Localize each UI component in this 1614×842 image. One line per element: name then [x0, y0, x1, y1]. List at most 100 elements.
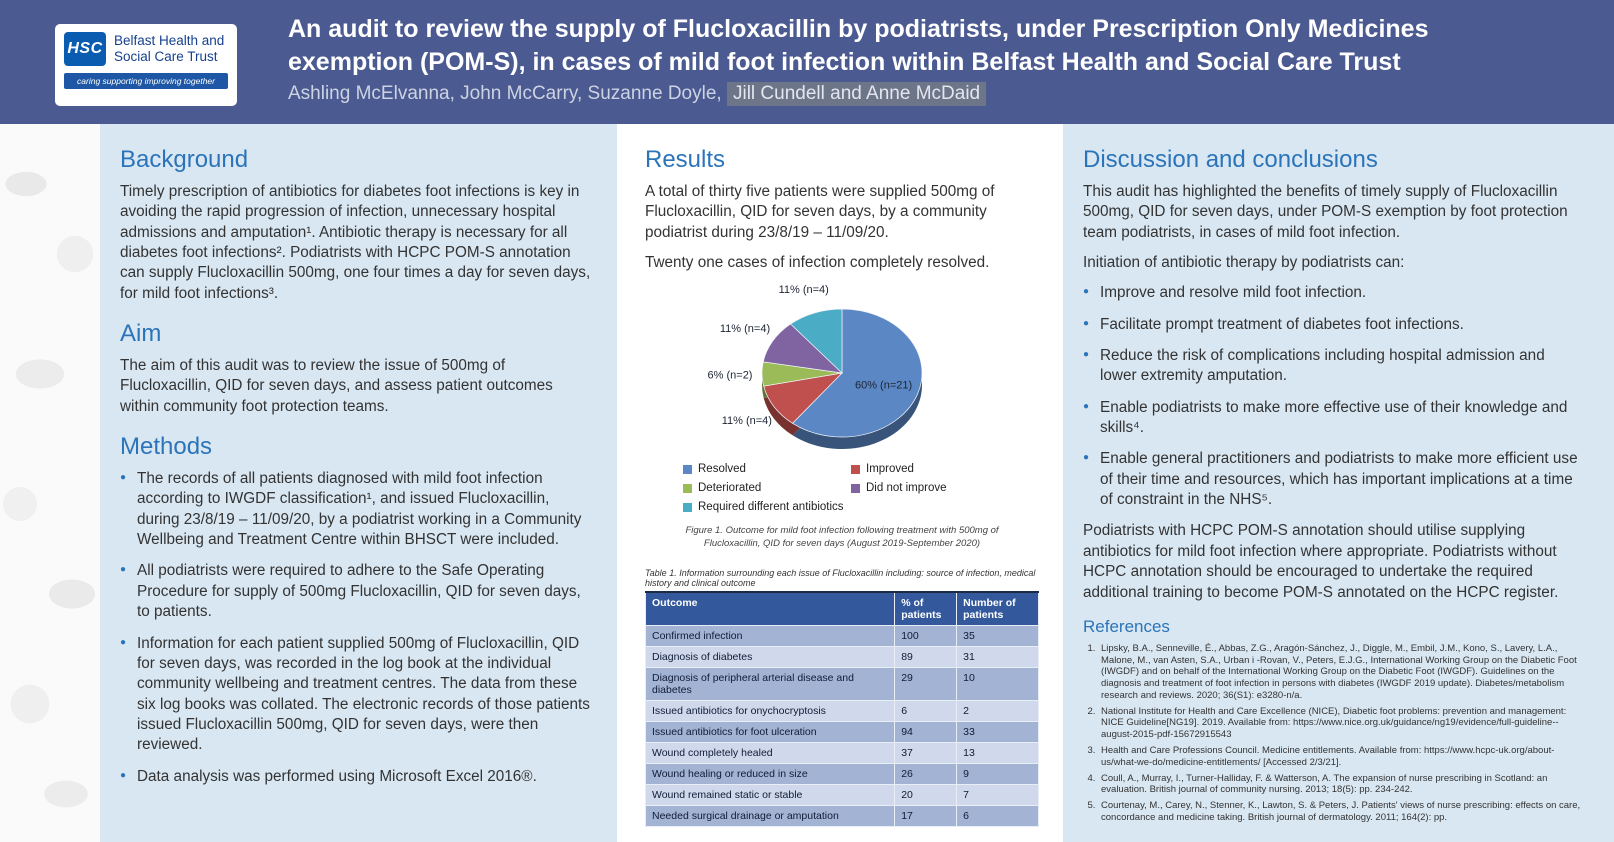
right-column: Discussion and conclusions This audit ha…	[1063, 124, 1614, 842]
table-row: Needed surgical drainage or amputation 17…	[644, 805, 1039, 828]
table-cell: 89	[894, 646, 958, 669]
table-cell: 17	[894, 805, 958, 828]
aim-text: The aim of this audit was to review the …	[120, 357, 553, 415]
table-cell: Needed surgical drainage or amputation	[644, 805, 896, 828]
table-row: Diagnosis of diabetes 89 31	[644, 646, 1039, 669]
discussion-paragraph-2: Initiation of antibiotic therapy by podi…	[1083, 254, 1405, 272]
hsc-tagline: caring supporting improving together	[64, 73, 228, 89]
table-cell: 37	[894, 742, 958, 765]
table-cell: Diagnosis of diabetes	[644, 646, 896, 669]
figure-caption: Figure 1. Outcome for mild foot infectio…	[685, 525, 999, 549]
legend-label: Improved	[866, 463, 914, 476]
table-cell: Wound remained static or stable	[644, 784, 896, 807]
legend-label: Deteriorated	[698, 482, 762, 495]
methods-list: The records of all patients diagnosed wi…	[120, 469, 593, 787]
pie-slice	[791, 309, 923, 438]
table-cell: 29	[894, 667, 958, 702]
hsc-org-line1: Belfast Health and	[114, 33, 225, 49]
legend-swatch	[683, 502, 692, 512]
table-cell: 35	[956, 625, 1039, 648]
table-cell: 94	[894, 721, 958, 744]
reference-item: Lipsky, B.A., Senneville, É., Abbas, Z.G…	[1098, 643, 1582, 702]
reference-item: National Institute for Health and Care E…	[1098, 706, 1582, 741]
legend-item: Improved	[851, 463, 1001, 475]
methods-bullet: Information for each patient supplied 50…	[120, 634, 593, 756]
poster-body: Background Timely prescription of antibi…	[0, 124, 1614, 842]
pills-background-strip	[0, 124, 100, 842]
background-heading: Background	[120, 146, 249, 173]
table-cell: 13	[956, 742, 1039, 765]
legend-swatch	[683, 483, 692, 493]
methods-bullet: All podiatrists were required to adhere …	[120, 561, 593, 622]
reference-item: Courtenay, M., Carey, N., Stenner, K., L…	[1098, 800, 1582, 824]
table-cell: 100	[894, 625, 958, 648]
pie-slice-label: 11% (n=4)	[779, 284, 829, 296]
table-row: Confirmed infection 100 35	[644, 625, 1039, 648]
legend-item: Required different antibiotics	[683, 501, 851, 513]
legend-label: Required different antibiotics	[698, 501, 844, 514]
reference-item: Health and Care Professions Council. Med…	[1098, 745, 1582, 769]
hsc-logo-icon: HSC	[64, 32, 106, 66]
discussion-bullet: Facilitate prompt treatment of diabetes …	[1083, 315, 1582, 335]
table-cell: Wound completely healed	[644, 742, 896, 765]
table-row: Wound completely healed 37 13	[644, 742, 1039, 765]
legend-item: Did not improve	[851, 482, 1001, 494]
legend-label: Did not improve	[866, 482, 947, 495]
reference-item: Coull, A., Murray, I., Turner-Halliday, …	[1098, 773, 1582, 797]
results-paragraph-1: A total of thirty five patients were sup…	[645, 183, 995, 241]
title-block: An audit to review the supply of Fluclox…	[288, 13, 1558, 106]
poster-title: An audit to review the supply of Fluclox…	[288, 15, 1429, 76]
poster-header: HSC Belfast Health and Social Care Trust…	[0, 0, 1614, 124]
legend-swatch	[683, 464, 692, 474]
background-text: Timely prescription of antibiotics for d…	[120, 183, 591, 302]
table-cell: 20	[894, 784, 958, 807]
legend-swatch	[851, 464, 860, 474]
pie-slice-label: 11% (n=4)	[722, 416, 772, 428]
legend-item: Deteriorated	[683, 482, 851, 494]
methods-bullet: The records of all patients diagnosed wi…	[120, 469, 593, 550]
discussion-paragraph-3: Podiatrists with HCPC POM-S annotation s…	[1083, 522, 1559, 601]
table-cell: Issued antibiotics for onychocryptosis	[644, 700, 896, 723]
discussion-bullet: Enable general practitioners and podiatr…	[1083, 449, 1582, 510]
methods-heading: Methods	[120, 433, 213, 461]
aim-heading: Aim	[120, 320, 162, 348]
authors-highlight: Jill Cundell and Anne McDaid	[726, 82, 987, 106]
methods-bullet: Data analysis was performed using Micros…	[120, 767, 593, 787]
table-cell: 7	[956, 784, 1039, 807]
table-cell: Confirmed infection	[644, 625, 896, 648]
table-cell: 2	[956, 700, 1039, 723]
pie-slice-label: 11% (n=4)	[720, 324, 770, 336]
hsc-logo: HSC Belfast Health and Social Care Trust…	[55, 24, 237, 106]
results-table: Outcome% of patients Number of patients Co…	[644, 591, 1039, 828]
table-cell: Diagnosis of peripheral arterial disease…	[644, 667, 896, 702]
discussion-bullet: Enable podiatrists to make more effectiv…	[1083, 398, 1582, 439]
table-caption: Table 1. Information surrounding each is…	[645, 568, 1036, 589]
discussion-list: Improve and resolve mild foot infection.…	[1083, 283, 1582, 510]
left-column: Background Timely prescription of antibi…	[100, 124, 617, 842]
pie-chart-figure: 60% (n=21) 11% (n=4) 6% (n=2) 11% (n=4) 11% …	[645, 283, 1039, 550]
table-row: Diagnosis of peripheral arterial disease…	[644, 667, 1039, 702]
table-cell: 31	[956, 646, 1039, 669]
middle-column: Results A total of thirty five patients …	[617, 124, 1063, 842]
legend-label: Resolved	[698, 463, 746, 476]
table-cell: Issued antibiotics for foot ulceration	[644, 721, 896, 744]
discussion-paragraph-1: This audit has highlighted the benefits …	[1083, 183, 1568, 241]
pie-legend: Resolved Improved Deteriorated Did not impr…	[683, 463, 1001, 513]
table-row: Wound healing or reduced in size 26 9	[644, 763, 1039, 786]
table-header-cell: Outcome	[644, 591, 896, 627]
pie-chart: 60% (n=21) 11% (n=4) 6% (n=2) 11% (n=4) 11% …	[708, 284, 923, 450]
hsc-logo-top: HSC Belfast Health and Social Care Trust	[64, 32, 228, 66]
table-header-cell: % of patients	[894, 591, 958, 627]
authors-prefix: Ashling McElvanna, John McCarry, Suzanne…	[288, 83, 727, 104]
pie-slice	[790, 309, 843, 375]
table-cell: 33	[956, 721, 1039, 744]
discussion-bullet: Improve and resolve mild foot infection.	[1083, 283, 1582, 303]
pie-slice-label: 6% (n=2)	[708, 370, 753, 382]
table-cell: 10	[956, 667, 1039, 702]
table-cell: 9	[956, 763, 1039, 786]
results-heading: Results	[645, 146, 726, 173]
table-header-cell: Number of patients	[956, 591, 1039, 627]
table-cell: 26	[894, 763, 958, 786]
table-cell: 6	[894, 700, 958, 723]
